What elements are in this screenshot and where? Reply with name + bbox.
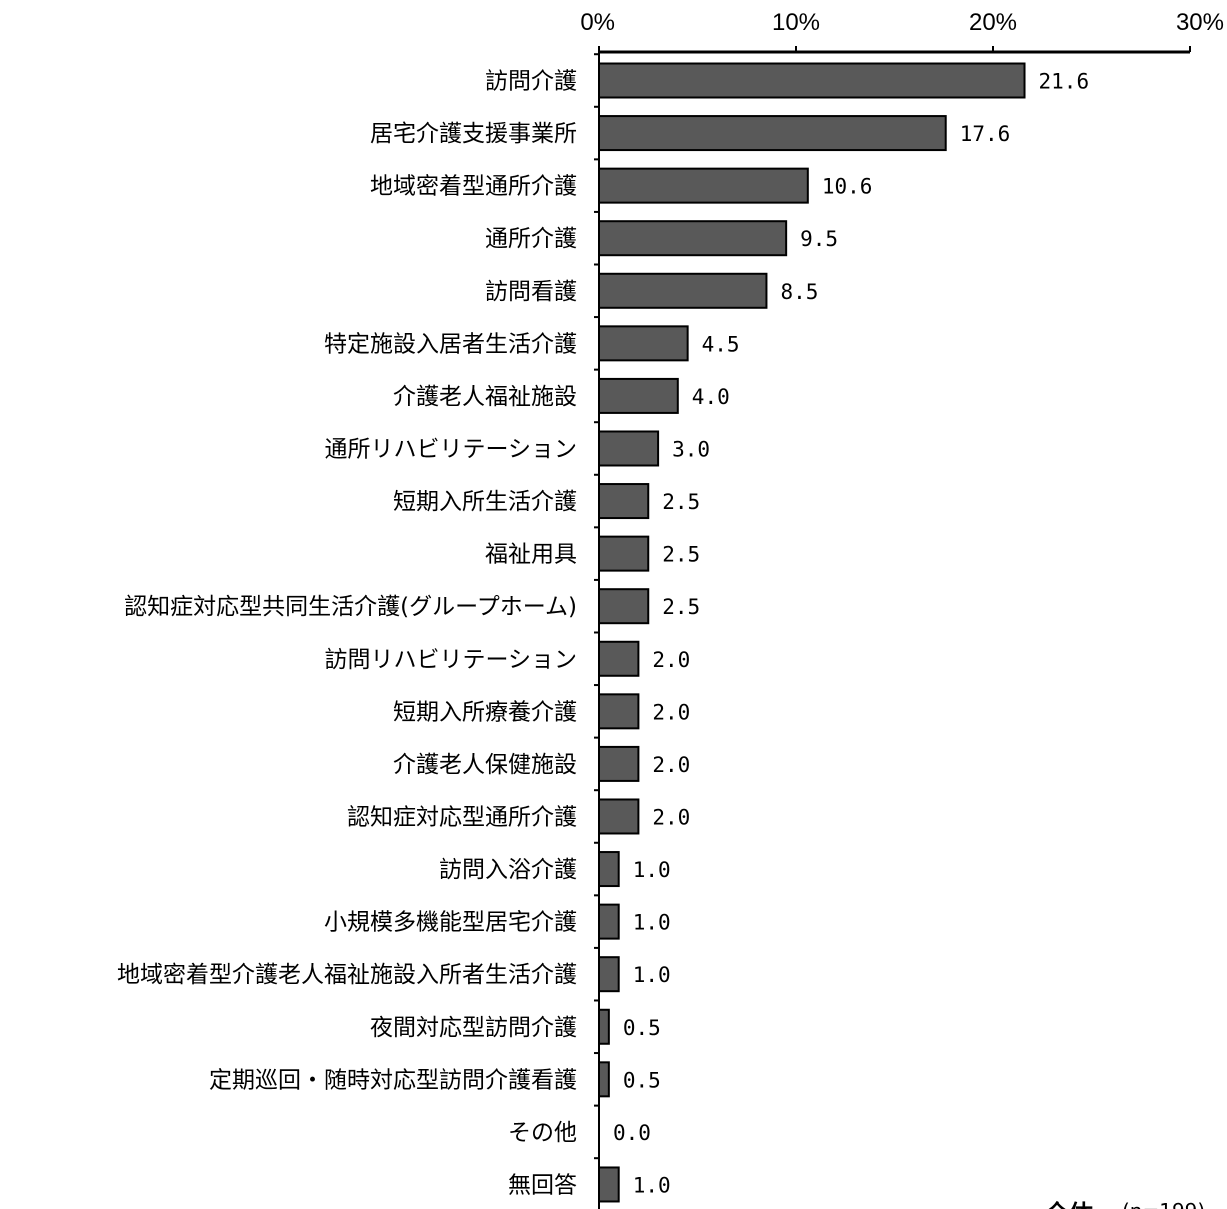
category-label: 福祉用具 bbox=[485, 542, 577, 568]
data-label: 0.5 bbox=[623, 1068, 661, 1092]
data-label: 2.0 bbox=[652, 700, 690, 724]
data-label: 0.0 bbox=[613, 1121, 651, 1145]
category-label: 定期巡回・随時対応型訪問介護看護 bbox=[209, 1067, 577, 1093]
data-label: 2.0 bbox=[652, 753, 690, 777]
category-label: 通所介護 bbox=[485, 226, 577, 252]
data-label: 2.0 bbox=[652, 648, 690, 672]
bars bbox=[598, 62, 1026, 1203]
bar bbox=[598, 798, 640, 835]
bar bbox=[598, 325, 689, 362]
data-label: 4.0 bbox=[692, 385, 730, 409]
bar bbox=[598, 1166, 620, 1203]
bar bbox=[598, 588, 650, 625]
category-label: 通所リハビリテーション bbox=[324, 436, 577, 462]
bar bbox=[598, 535, 650, 572]
bar bbox=[598, 62, 1026, 99]
data-label: 2.5 bbox=[662, 595, 700, 619]
data-label: 1.0 bbox=[633, 963, 671, 987]
bar bbox=[598, 115, 947, 152]
data-label: 8.5 bbox=[780, 280, 818, 304]
note-n: (n=199) bbox=[1122, 1199, 1205, 1209]
category-labels: 訪問介護居宅介護支援事業所地域密着型通所介護通所介護訪問看護特定施設入居者生活介… bbox=[117, 69, 577, 1199]
bar bbox=[598, 377, 679, 414]
category-label: 介護老人保健施設 bbox=[393, 752, 577, 778]
category-label: 訪問リハビリテーション bbox=[324, 647, 577, 673]
category-label: 夜間対応型訪問介護 bbox=[370, 1015, 577, 1041]
bar bbox=[598, 956, 620, 993]
bar bbox=[598, 851, 620, 888]
category-label: 特定施設入居者生活介護 bbox=[324, 331, 577, 357]
category-label: 訪問入浴介護 bbox=[439, 857, 577, 883]
category-label: 無回答 bbox=[508, 1172, 577, 1198]
category-label: 居宅介護支援事業所 bbox=[370, 121, 577, 147]
bar bbox=[598, 693, 640, 730]
bar bbox=[598, 272, 768, 309]
bar bbox=[598, 640, 640, 677]
category-label: 訪問看護 bbox=[485, 279, 577, 305]
bar bbox=[598, 1008, 610, 1045]
bar bbox=[598, 430, 660, 467]
data-label: 3.0 bbox=[672, 437, 710, 461]
bar bbox=[598, 483, 650, 520]
category-label: 短期入所生活介護 bbox=[393, 489, 577, 515]
bar bbox=[598, 167, 809, 204]
data-label: 4.5 bbox=[702, 332, 740, 356]
data-label: 2.5 bbox=[662, 490, 700, 514]
x-tick-label: 20% bbox=[969, 9, 1017, 36]
category-label: 認知症対応型通所介護 bbox=[347, 804, 577, 830]
sample-note: 全体 (n=199) bbox=[1044, 1199, 1205, 1209]
x-axis: 0% 10% 20% 30% bbox=[580, 9, 1224, 1209]
data-label: 1.0 bbox=[633, 1173, 671, 1197]
x-tick-label: 0% bbox=[580, 9, 615, 36]
data-label: 2.5 bbox=[662, 543, 700, 567]
category-label: 地域密着型通所介護 bbox=[370, 174, 577, 200]
x-tick-label: 30% bbox=[1176, 9, 1224, 36]
category-label: 介護老人福祉施設 bbox=[393, 384, 577, 410]
x-tick-label: 10% bbox=[772, 9, 820, 36]
category-label: 訪問介護 bbox=[485, 69, 577, 95]
data-label: 9.5 bbox=[800, 227, 838, 251]
category-label: 短期入所療養介護 bbox=[393, 699, 577, 725]
category-label: 認知症対応型共同生活介護(グループホーム) bbox=[124, 594, 577, 620]
data-label: 10.6 bbox=[822, 175, 873, 199]
note-label: 全体 bbox=[1044, 1200, 1094, 1209]
category-label: 小規模多機能型居宅介護 bbox=[324, 910, 577, 936]
bar bbox=[598, 903, 620, 940]
bar bbox=[598, 220, 788, 257]
category-label: 地域密着型介護老人福祉施設入所者生活介護 bbox=[117, 962, 577, 988]
data-label: 1.0 bbox=[633, 858, 671, 882]
data-label: 17.6 bbox=[960, 122, 1011, 146]
data-label: 2.0 bbox=[652, 805, 690, 829]
data-label: 21.6 bbox=[1039, 70, 1090, 94]
category-label: その他 bbox=[508, 1120, 577, 1146]
bar bbox=[598, 1061, 610, 1098]
bar bbox=[598, 745, 640, 782]
value-labels: 21.6 17.6 10.6 9.5 8.5 4.5 4.0 3.0 2.5 2.5 2.5 2.0 2… bbox=[613, 70, 1089, 1198]
data-label: 1.0 bbox=[633, 911, 671, 935]
data-label: 0.5 bbox=[623, 1016, 661, 1040]
